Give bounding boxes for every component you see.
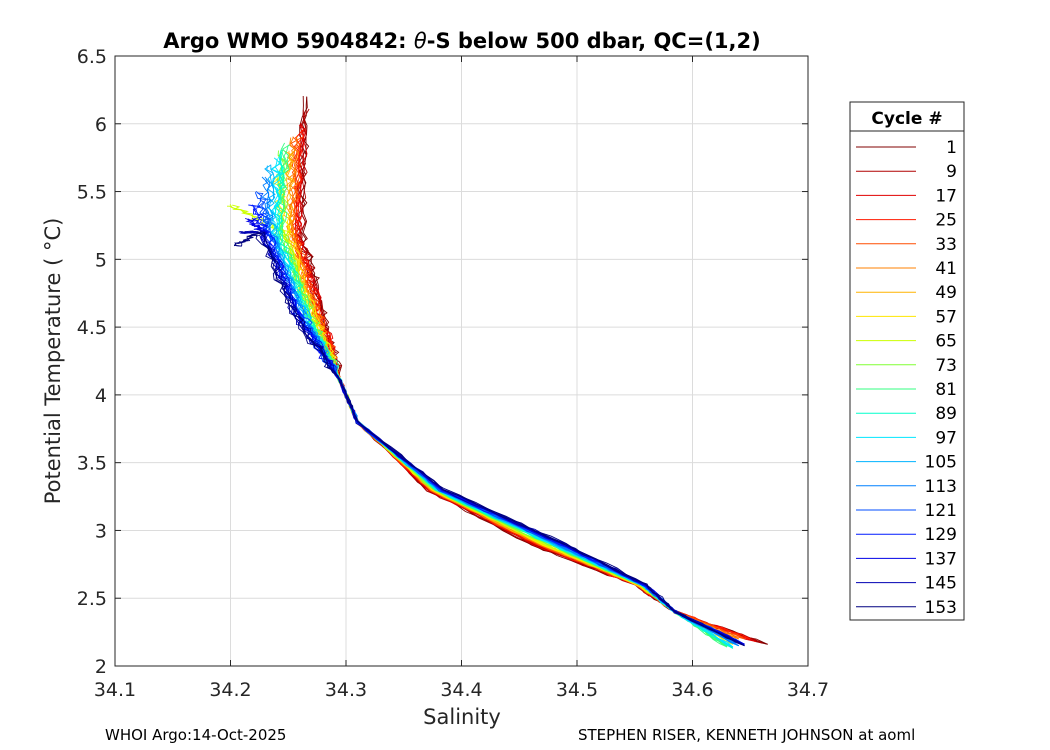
x-tick-label: 34.3 bbox=[325, 679, 367, 701]
x-tick-label: 34.2 bbox=[209, 679, 251, 701]
x-axis-label: Salinity bbox=[423, 705, 501, 729]
y-tick-label: 2 bbox=[95, 656, 107, 678]
y-tick-label: 2.5 bbox=[77, 588, 107, 610]
legend-label-57: 57 bbox=[935, 307, 957, 327]
legend-label-81: 81 bbox=[935, 380, 957, 400]
legend-label-113: 113 bbox=[925, 477, 957, 497]
legend-label-33: 33 bbox=[935, 235, 957, 255]
legend-label-49: 49 bbox=[935, 283, 957, 303]
legend-label-137: 137 bbox=[925, 549, 957, 569]
legend-label-41: 41 bbox=[935, 259, 957, 279]
legend-title: Cycle # bbox=[871, 109, 942, 129]
footer-left: WHOI Argo:14-Oct-2025 bbox=[105, 726, 287, 744]
y-tick-label: 3 bbox=[95, 520, 107, 542]
legend-label-1: 1 bbox=[946, 138, 957, 158]
legend-label-25: 25 bbox=[935, 211, 957, 231]
profile-line-cycle-153 bbox=[234, 231, 745, 647]
legend-label-145: 145 bbox=[925, 574, 957, 594]
y-tick-label: 6 bbox=[95, 114, 107, 136]
axis-ticks: 34.1 34.2 34.3 34.4 34.5 34.6 34.7 2 2.5 3 3.5 4 4.5… bbox=[77, 46, 829, 701]
legend-label-129: 129 bbox=[925, 525, 957, 545]
legend-label-9: 9 bbox=[946, 162, 957, 182]
profile-line-cycle-153 bbox=[234, 231, 745, 647]
y-tick-label: 5.5 bbox=[77, 182, 107, 204]
x-tick-label: 34.1 bbox=[94, 679, 136, 701]
y-axis-label: Potential Temperature ( °C) bbox=[41, 218, 65, 505]
legend-label-89: 89 bbox=[935, 404, 957, 424]
legend-label-73: 73 bbox=[935, 356, 957, 376]
footer-right: STEPHEN RISER, KENNETH JOHNSON at aoml bbox=[578, 726, 916, 744]
y-tick-label: 4 bbox=[95, 385, 107, 407]
legend-label-105: 105 bbox=[925, 453, 957, 473]
legend-label-97: 97 bbox=[935, 428, 957, 448]
profile-lines bbox=[227, 95, 768, 649]
legend: Cycle # 1 9 17 25 33 41 49 57 65 73 81 89 97 105 113 12… bbox=[849, 101, 965, 621]
x-tick-label: 34.5 bbox=[556, 679, 598, 701]
x-tick-label: 34.4 bbox=[440, 679, 482, 701]
legend-label-17: 17 bbox=[935, 186, 957, 206]
y-tick-label: 4.5 bbox=[77, 317, 107, 339]
x-tick-label: 34.7 bbox=[787, 679, 829, 701]
y-tick-label: 6.5 bbox=[77, 46, 107, 68]
y-tick-label: 5 bbox=[95, 249, 107, 271]
chart-title: Argo WMO 5904842: θ-S below 500 dbar, QC… bbox=[163, 29, 760, 53]
x-tick-label: 34.6 bbox=[671, 679, 713, 701]
legend-label-121: 121 bbox=[925, 501, 957, 521]
legend-label-65: 65 bbox=[935, 332, 957, 352]
legend-label-153: 153 bbox=[925, 598, 957, 618]
y-tick-label: 3.5 bbox=[77, 453, 107, 475]
legend-box bbox=[849, 101, 965, 621]
